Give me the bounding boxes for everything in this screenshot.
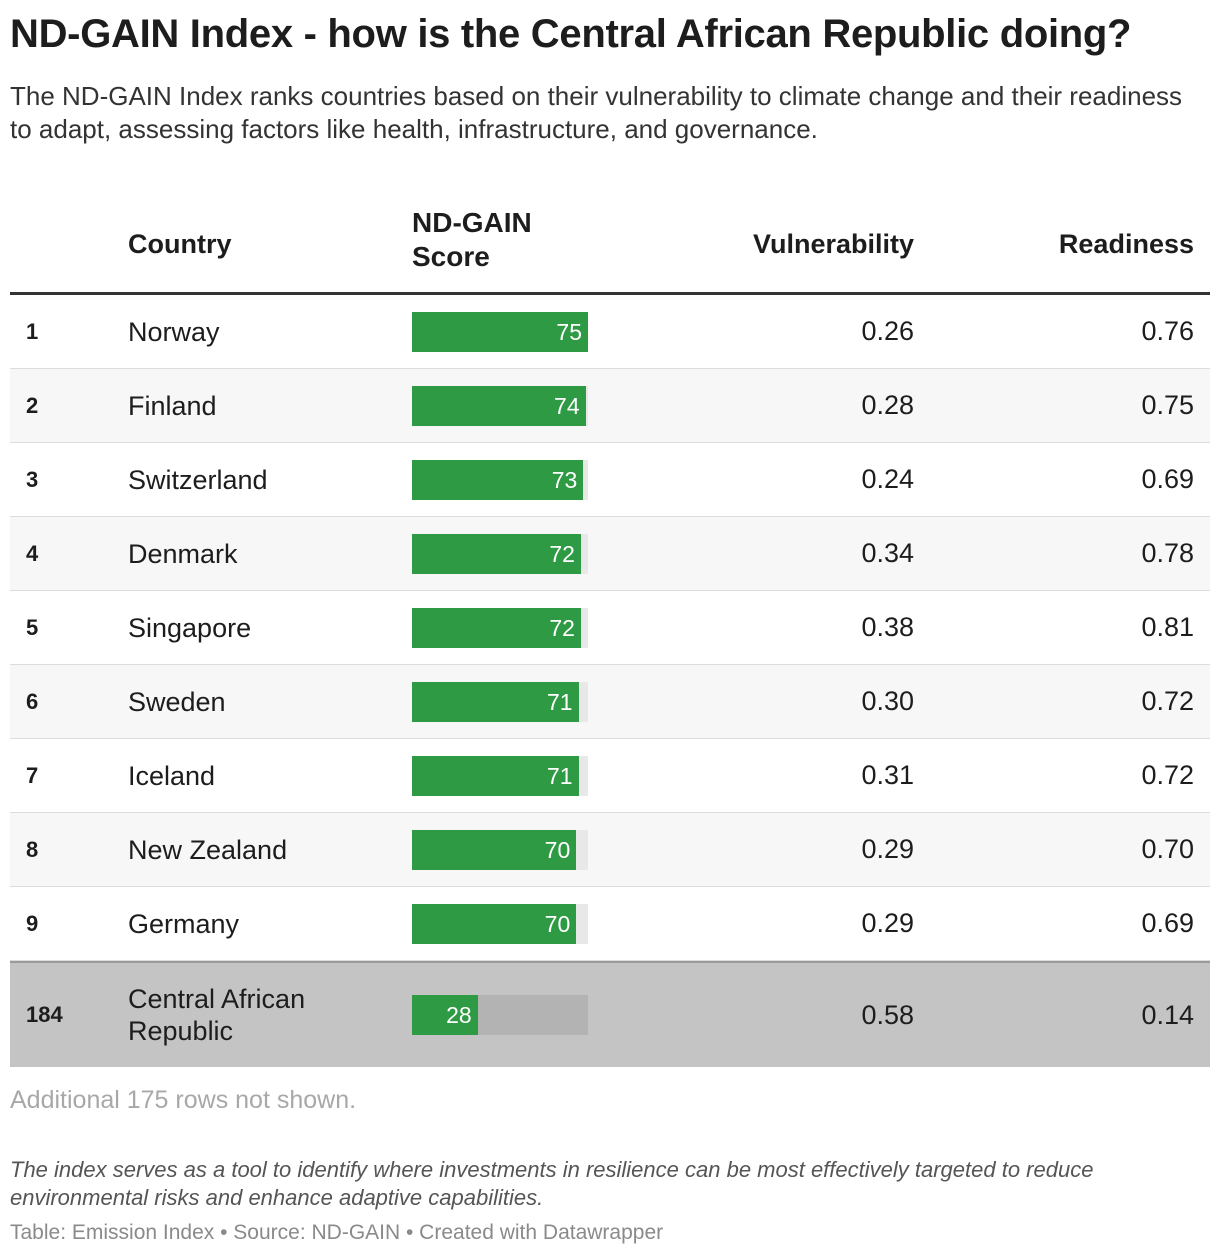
table-row[interactable]: 7 Iceland 71 0.31 0.72 xyxy=(10,739,1210,813)
readiness-cell: 0.72 xyxy=(1141,760,1194,790)
score-bar-track: 73 xyxy=(412,459,588,500)
table-row[interactable]: 2 Finland 74 0.28 0.75 xyxy=(10,369,1210,443)
country-cell: Sweden xyxy=(128,686,226,717)
rank-cell: 8 xyxy=(26,836,39,862)
country-cell: Germany xyxy=(128,908,240,939)
vulnerability-cell: 0.58 xyxy=(861,999,914,1030)
score-bar-track: 72 xyxy=(412,533,588,574)
vulnerability-cell: 0.31 xyxy=(861,760,914,790)
score-bar-track: 28 xyxy=(412,995,588,1035)
score-bar-track: 74 xyxy=(412,385,588,426)
rank-cell: 4 xyxy=(26,540,39,566)
column-header-vulnerability[interactable]: Vulnerability xyxy=(752,229,914,259)
table-row[interactable]: 1 Norway 75 0.26 0.76 xyxy=(10,295,1210,369)
table-header: Country ND-GAIN Score Vulnerability Read… xyxy=(10,196,1210,295)
table-row[interactable]: 184 Central African Republic 28 0.58 0.14 xyxy=(10,961,1210,1067)
country-cell: Norway xyxy=(128,316,220,347)
readiness-cell: 0.81 xyxy=(1141,612,1194,642)
table-row[interactable]: 3 Switzerland 73 0.24 0.69 xyxy=(10,443,1210,517)
country-cell: Central African Republic xyxy=(128,984,306,1046)
country-cell: Denmark xyxy=(128,538,238,569)
country-cell: Singapore xyxy=(128,612,252,643)
table-row[interactable]: 6 Sweden 71 0.30 0.72 xyxy=(10,665,1210,739)
vulnerability-cell: 0.34 xyxy=(861,538,914,568)
score-bar: 72 xyxy=(412,533,581,574)
score-label: 75 xyxy=(556,318,582,345)
readiness-cell: 0.69 xyxy=(1141,908,1194,938)
rank-cell: 3 xyxy=(26,466,39,492)
score-label: 71 xyxy=(547,688,573,715)
score-bar: 74 xyxy=(412,385,586,426)
more-rows-note: Additional 175 rows not shown. xyxy=(10,1086,357,1114)
column-header-readiness[interactable]: Readiness xyxy=(1058,229,1194,259)
score-bar: 70 xyxy=(412,829,577,870)
score-label: 70 xyxy=(544,910,571,937)
score-bar: 72 xyxy=(412,607,581,648)
table-row[interactable]: 5 Singapore 72 0.38 0.81 xyxy=(10,591,1210,665)
readiness-cell: 0.14 xyxy=(1141,999,1194,1030)
score-bar-track: 75 xyxy=(412,311,588,352)
score-bar-track: 70 xyxy=(412,829,588,870)
readiness-cell: 0.76 xyxy=(1141,316,1194,346)
rank-cell: 7 xyxy=(26,762,39,788)
rank-cell: 184 xyxy=(26,1002,63,1027)
rank-cell: 1 xyxy=(26,318,39,344)
country-cell: Iceland xyxy=(128,760,216,791)
score-bar-track: 72 xyxy=(412,607,588,648)
chart-source: Table: Emission Index • Source: ND-GAIN … xyxy=(10,1221,664,1244)
score-label: 72 xyxy=(549,614,575,641)
rank-cell: 5 xyxy=(26,614,39,640)
table-row[interactable]: 4 Denmark 72 0.34 0.78 xyxy=(10,517,1210,591)
chart-description: The ND-GAIN Index ranks countries based … xyxy=(10,81,1183,144)
score-label: 72 xyxy=(549,540,575,567)
vulnerability-cell: 0.24 xyxy=(861,464,914,494)
score-bar: 73 xyxy=(412,459,584,500)
column-header-score[interactable]: ND-GAIN Score xyxy=(412,207,532,272)
vulnerability-cell: 0.26 xyxy=(861,316,914,346)
vulnerability-cell: 0.30 xyxy=(861,686,914,716)
score-bar-track: 70 xyxy=(412,903,588,944)
column-header-country[interactable]: Country xyxy=(128,229,232,259)
country-cell: Switzerland xyxy=(128,464,268,495)
readiness-cell: 0.69 xyxy=(1141,464,1194,494)
rank-cell: 2 xyxy=(26,392,39,418)
vulnerability-cell: 0.29 xyxy=(861,908,914,938)
score-label: 70 xyxy=(544,836,571,863)
vulnerability-cell: 0.38 xyxy=(861,612,914,642)
table-row[interactable]: 8 New Zealand 70 0.29 0.70 xyxy=(10,813,1210,887)
score-label: 73 xyxy=(551,466,578,493)
score-label: 74 xyxy=(554,392,580,419)
readiness-cell: 0.70 xyxy=(1141,834,1194,864)
rank-cell: 6 xyxy=(26,688,39,714)
table-row[interactable]: 9 Germany 70 0.29 0.69 xyxy=(10,887,1210,961)
readiness-cell: 0.72 xyxy=(1141,686,1194,716)
rank-cell: 9 xyxy=(26,910,39,936)
score-bar-track: 71 xyxy=(412,755,588,796)
chart-title: ND-GAIN Index - how is the Central Afric… xyxy=(10,12,1132,56)
vulnerability-cell: 0.29 xyxy=(861,834,914,864)
readiness-cell: 0.78 xyxy=(1141,538,1194,568)
score-label: 71 xyxy=(547,762,573,789)
score-bar: 71 xyxy=(412,755,579,796)
score-label: 28 xyxy=(446,1002,472,1028)
score-bar-track: 71 xyxy=(412,681,588,722)
country-cell: Finland xyxy=(128,390,217,421)
readiness-cell: 0.75 xyxy=(1141,390,1194,420)
score-bar: 70 xyxy=(412,903,577,944)
country-cell: New Zealand xyxy=(128,834,288,865)
score-bar: 75 xyxy=(412,311,588,352)
score-bar: 71 xyxy=(412,681,579,722)
chart-notes: The index serves as a tool to identify w… xyxy=(10,1157,1094,1210)
vulnerability-cell: 0.28 xyxy=(861,390,914,420)
table-body: 1 Norway 75 0.26 0.76 2 Finland 74 0.28 0.75 3 Swit… xyxy=(10,295,1210,1067)
score-bar: 28 xyxy=(412,995,478,1035)
